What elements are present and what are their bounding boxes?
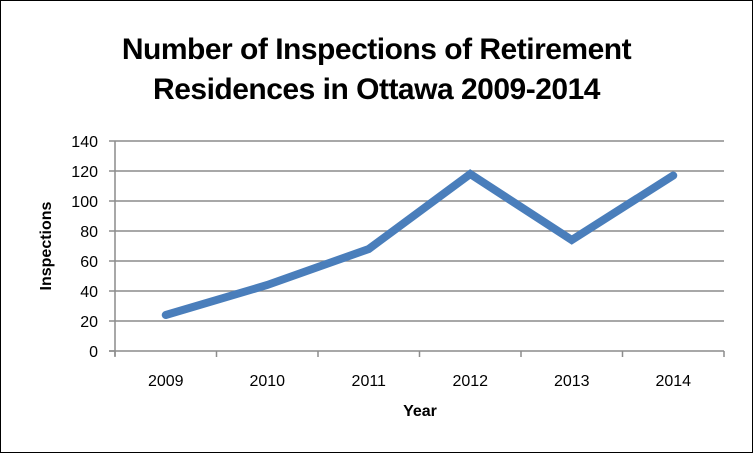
x-axis-title: Year	[403, 403, 437, 420]
y-tick-label: 0	[89, 344, 98, 361]
y-tick-label: 60	[80, 254, 98, 271]
y-axis: 0 20 40 60 80 100 120 140	[71, 134, 116, 361]
y-tick-label: 120	[71, 164, 98, 181]
x-tick-label: 2013	[554, 373, 590, 390]
x-tick-label: 2010	[249, 373, 285, 390]
x-tick-label: 2009	[148, 373, 184, 390]
y-tick-label: 100	[71, 194, 98, 211]
x-tick-label: 2011	[352, 373, 387, 390]
x-tick-label: 2012	[452, 373, 488, 390]
y-axis-title: Inspections	[38, 201, 55, 290]
y-tick-label: 140	[71, 134, 98, 151]
x-tick-label: 2014	[655, 373, 691, 390]
gridlines	[115, 140, 724, 322]
y-tick-label: 20	[80, 314, 98, 331]
series-line-inspections	[161, 169, 678, 319]
x-axis: 2009 2010 2011 2012 2013 2014	[109, 350, 725, 390]
chart-title: Number of Inspections of Retirement Resi…	[0, 30, 753, 110]
y-tick-label: 80	[80, 224, 98, 241]
chart-title-line-2: Residences in Ottawa 2009-2014	[153, 73, 600, 106]
chart-title-line-1: Number of Inspections of Retirement	[121, 33, 632, 66]
y-tick-label: 40	[80, 284, 98, 301]
